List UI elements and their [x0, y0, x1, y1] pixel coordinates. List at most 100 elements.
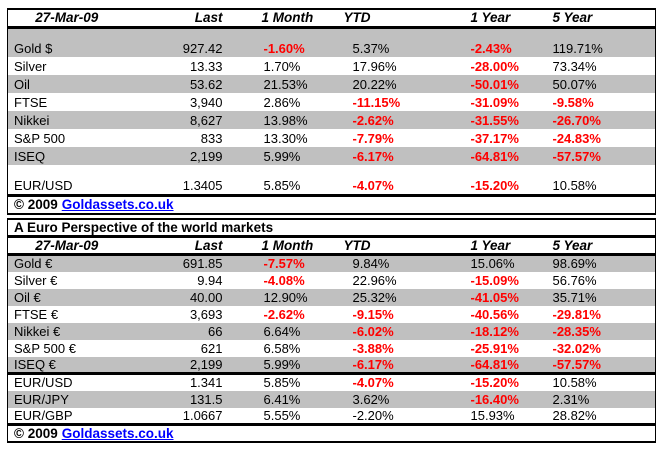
value-cell: 6.58% — [263, 340, 301, 356]
value-cell: -50.01% — [470, 76, 519, 92]
value-cell: 12.90% — [263, 289, 308, 305]
instrument-label: EUR/USD — [14, 177, 73, 193]
value-cell: -9.15% — [352, 306, 394, 322]
spacer-cell — [8, 165, 656, 177]
market-row-nikkei: Nikkei € 66 6.64% -6.02% -18.12% -28.35% — [7, 322, 656, 340]
column-header-date: 27-Mar-09 — [7, 236, 166, 256]
value-cell: -41.05% — [470, 289, 519, 305]
value-cell: 3,940 — [189, 94, 223, 110]
value-cell: -25.91% — [470, 340, 519, 356]
value-cell: 1.3405 — [182, 177, 223, 193]
value-cell: -37.17% — [470, 130, 519, 146]
value-cell: 1.0667 — [182, 407, 223, 423]
value-cell: 1.70% — [263, 58, 301, 74]
value-cell: -11.15% — [352, 94, 401, 110]
value-cell: 17.96% — [352, 58, 397, 74]
euro-table-title-row: A Euro Perspective of the world markets — [7, 219, 656, 238]
copyright-row: © 2009 Goldassets.co.uk — [7, 193, 656, 214]
page: 27-Mar-09 Last 1 Month YTD 1 Year 5 Year… — [7, 8, 657, 443]
value-cell: 927.42 — [182, 40, 223, 56]
instrument-label: Nikkei — [14, 112, 50, 128]
value-cell: -18.12% — [470, 323, 519, 339]
value-cell: 21.53% — [263, 76, 308, 92]
value-cell: 53.62 — [189, 76, 223, 92]
instrument-label: Silver — [14, 58, 47, 74]
value-cell: 10.58% — [550, 372, 656, 391]
value-cell: -31.09% — [470, 94, 519, 110]
value-cell: 6.41% — [263, 391, 301, 407]
spacer-cell — [8, 27, 656, 39]
value-cell: -6.17% — [352, 148, 394, 164]
value-cell: 5.85% — [235, 372, 341, 391]
value-cell: -15.20% — [455, 372, 551, 391]
value-cell: 15.06% — [470, 256, 515, 272]
market-row-eur-usd: EUR/USD 1.341 5.85% -4.07% -15.20% 10.58% — [7, 372, 656, 391]
value-cell: 15.93% — [470, 407, 515, 423]
instrument-label: S&P 500 — [14, 130, 66, 146]
market-row-oil: Oil € 40.00 12.90% 25.32% -41.05% 35.71% — [7, 288, 656, 306]
column-header-last: Last — [165, 236, 236, 256]
value-cell: -9.58% — [552, 94, 594, 110]
value-cell: 131.5 — [189, 391, 223, 407]
market-row-silver: Silver 13.33 1.70% 17.96% -28.00% 73.34% — [8, 57, 656, 75]
value-cell: -57.57% — [552, 148, 601, 164]
value-cell: 5.85% — [263, 177, 301, 193]
value-cell: 9.84% — [352, 256, 390, 272]
header-row: 27-Mar-09 Last 1 Month YTD 1 Year 5 Year — [7, 9, 656, 29]
instrument-label: EUR/JPY — [14, 391, 69, 407]
value-cell: -2.20% — [352, 407, 394, 423]
value-cell: -3.88% — [352, 340, 394, 356]
goldassets-link[interactable]: Goldassets.co.uk — [61, 426, 174, 441]
value-cell: 3.62% — [352, 391, 390, 407]
value-cell: 25.32% — [352, 289, 397, 305]
value-cell: -7.57% — [263, 256, 305, 272]
value-cell: -29.81% — [552, 306, 601, 322]
value-cell: -24.83% — [552, 130, 601, 146]
copyright-text: © 2009 — [14, 426, 58, 441]
instrument-label: S&P 500 € — [14, 340, 76, 356]
market-row-gold: Gold € 691.85 -7.57% 9.84% 15.06% 98.69% — [7, 254, 656, 272]
value-cell: -64.81% — [470, 148, 519, 164]
value-cell: 13.98% — [263, 112, 308, 128]
instrument-label: ISEQ € — [14, 356, 56, 372]
value-cell: 2.86% — [263, 94, 301, 110]
value-cell: -4.07% — [340, 372, 456, 391]
market-row-ftse: FTSE € 3,693 -2.62% -9.15% -40.56% -29.81% — [8, 306, 656, 323]
value-cell: -31.55% — [470, 112, 519, 128]
dollar-markets-table: 27-Mar-09 Last 1 Month YTD 1 Year 5 Year… — [7, 8, 656, 215]
market-row-silver: Silver € 9.94 -4.08% 22.96% -15.09% 56.76% — [8, 272, 656, 289]
value-cell: -28.00% — [470, 58, 519, 74]
column-header-last: Last — [165, 9, 236, 29]
instrument-label: Gold € — [14, 256, 53, 272]
value-cell: 2,199 — [189, 148, 223, 164]
value-cell: -1.60% — [263, 40, 305, 56]
instrument-label: FTSE € — [14, 306, 59, 322]
spacer-row — [7, 27, 656, 39]
value-cell: 28.82% — [552, 407, 597, 423]
value-cell: 66 — [208, 323, 223, 339]
column-header-5-year: 5 Year — [550, 236, 656, 256]
value-cell: 2,199 — [189, 356, 223, 372]
value-cell: 621 — [200, 340, 223, 356]
value-cell: 5.37% — [352, 40, 390, 56]
value-cell: -64.81% — [470, 356, 519, 372]
dollar-markets-body: Gold $927.42 -1.60% 5.37% -2.43% 119.71% Silv… — [7, 27, 656, 195]
value-cell: 9.94 — [197, 272, 223, 288]
value-cell: 8,627 — [189, 112, 223, 128]
column-header-1-month: 1 Month — [235, 9, 341, 29]
column-header-1-year: 1 Year — [455, 9, 551, 29]
goldassets-link[interactable]: Goldassets.co.uk — [61, 197, 174, 213]
instrument-label: EUR/GBP — [14, 407, 73, 423]
market-row-ftse: FTSE 3,940 2.86% -11.15% -31.09% -9.58% — [8, 93, 656, 111]
copyright-row: © 2009 Goldassets.co.uk — [7, 423, 656, 442]
instrument-label: Gold $ — [14, 40, 53, 56]
market-row-nikkei: Nikkei 8,627 13.98% -2.62% -31.55% -26.70% — [7, 111, 656, 129]
value-cell: -57.57% — [552, 356, 601, 372]
value-cell: 5.99% — [263, 356, 301, 372]
value-cell: 73.34% — [552, 58, 597, 74]
instrument-label: ISEQ — [14, 148, 46, 164]
value-cell: -6.17% — [352, 356, 394, 372]
value-cell: -2.43% — [470, 40, 512, 56]
spacer-row — [8, 165, 656, 177]
column-header-1-year: 1 Year — [455, 236, 551, 256]
